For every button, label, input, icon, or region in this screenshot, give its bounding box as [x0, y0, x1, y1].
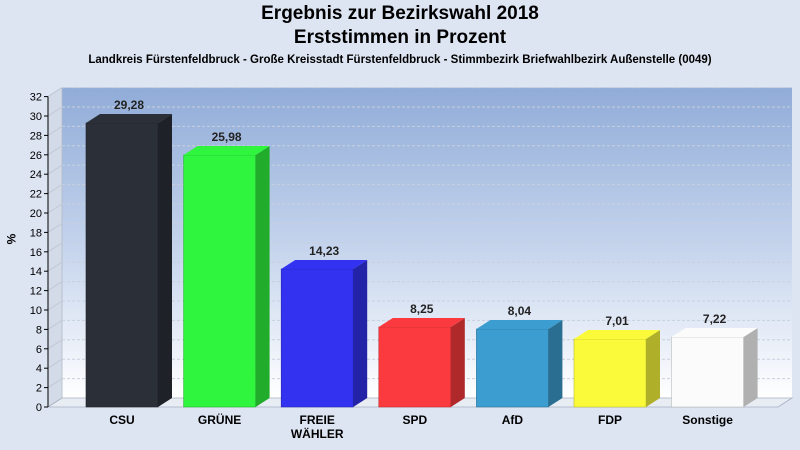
- bar-side: [646, 330, 660, 407]
- category-label: CSU: [109, 413, 134, 427]
- y-tick-label: 14: [30, 266, 42, 278]
- gridline-side: [47, 145, 63, 156]
- bar-top: [476, 320, 563, 330]
- y-tick-label: 26: [30, 150, 42, 162]
- y-tick-label: 20: [30, 208, 42, 220]
- category-label: Sonstige: [682, 413, 733, 427]
- bar: [85, 122, 159, 408]
- category-label: FREIE: [300, 413, 335, 427]
- bar: [671, 336, 744, 408]
- bar-side: [255, 145, 270, 407]
- y-tick-label: 6: [36, 344, 42, 356]
- bar-side: [158, 113, 172, 407]
- bar-top: [574, 330, 660, 340]
- value-label: 29,28: [114, 98, 144, 112]
- value-label: 7,01: [605, 314, 629, 328]
- gridline-side: [47, 242, 63, 253]
- y-tick-label: 30: [30, 111, 42, 123]
- value-label: 25,98: [212, 130, 242, 144]
- y-tick-label: 32: [30, 92, 42, 104]
- bar-top: [378, 317, 465, 327]
- chart-title-line-2: Erststimmen in Prozent: [293, 27, 507, 48]
- y-tick-label: 2: [36, 383, 42, 395]
- bar: [476, 328, 549, 408]
- gridline-side: [47, 261, 63, 272]
- y-tick-label: 0: [36, 402, 42, 414]
- bar: [573, 338, 647, 408]
- y-tick-label: 8: [36, 324, 42, 336]
- gridline-side: [47, 300, 63, 311]
- gridline-side: [47, 378, 63, 389]
- value-label: 8,04: [508, 304, 532, 318]
- chart-title: Ergebnis zur Bezirkswahl 2018: [261, 3, 539, 24]
- y-tick-label: 18: [30, 227, 42, 239]
- y-tick-label: 4: [36, 363, 42, 375]
- gridline-side: [47, 203, 63, 214]
- chart-subtitle: Landkreis Fürstenfeldbruck - Große Kreis…: [88, 54, 712, 66]
- gridline-side: [47, 164, 63, 175]
- gridline-side: [47, 184, 63, 195]
- gridline-side: [47, 339, 63, 350]
- bar-top: [281, 259, 368, 269]
- y-tick-label: 12: [30, 286, 42, 298]
- category-label: SPD: [402, 413, 427, 427]
- bar-side: [548, 320, 563, 407]
- gridline-side: [47, 222, 63, 233]
- y-tick-label: 28: [30, 130, 42, 142]
- value-label: 8,25: [410, 302, 434, 316]
- value-label: 14,23: [309, 244, 339, 258]
- gridline-side: [47, 125, 63, 136]
- category-label: AfD: [502, 413, 524, 427]
- category-label: WÄHLER: [291, 426, 344, 441]
- gridline-side: [47, 319, 63, 330]
- bar: [280, 268, 354, 408]
- y-tick-label: 10: [30, 305, 42, 317]
- value-label: 7,22: [703, 312, 727, 326]
- bar-top: [671, 327, 758, 337]
- bar: [183, 154, 256, 408]
- bar-side: [743, 327, 758, 407]
- category-label: FDP: [598, 413, 622, 427]
- gridline-side: [47, 281, 63, 292]
- y-tick-label: 24: [30, 169, 42, 181]
- bar: [378, 326, 452, 408]
- category-label: GRÜNE: [198, 412, 241, 427]
- y-tick-label: 22: [30, 189, 42, 201]
- bar-top: [86, 113, 172, 123]
- y-tick-label: 16: [30, 247, 42, 259]
- gridline-side: [47, 87, 63, 98]
- bar-side: [450, 317, 465, 407]
- bar-top: [183, 145, 270, 155]
- gridline-side: [47, 106, 63, 117]
- gridline-side: [47, 358, 63, 369]
- bar-side: [353, 259, 368, 407]
